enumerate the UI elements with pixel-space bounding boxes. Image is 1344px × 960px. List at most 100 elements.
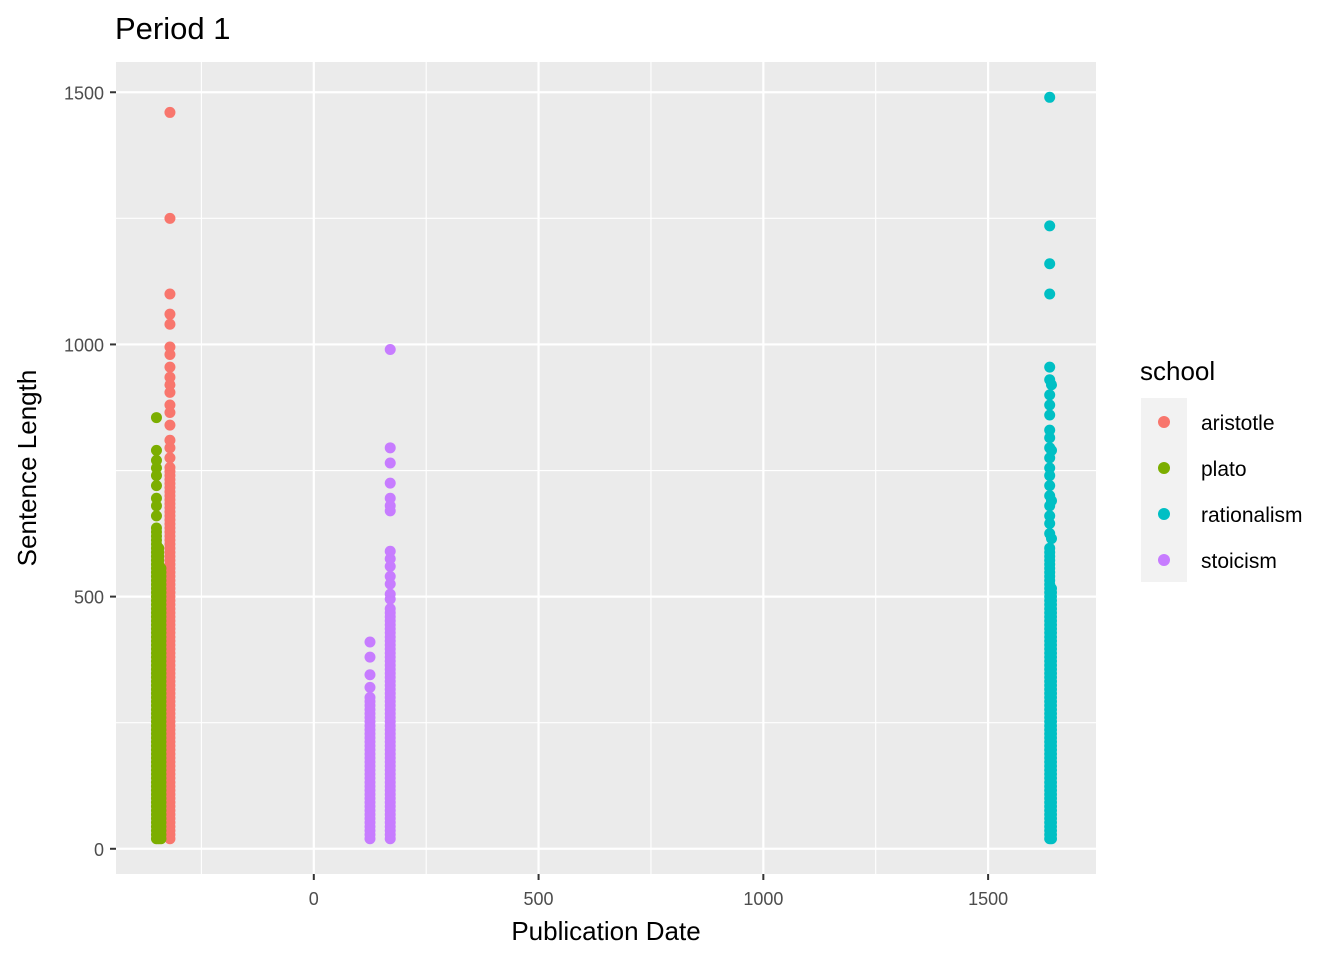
data-point-aristotle bbox=[164, 371, 176, 383]
data-point-stoicism bbox=[364, 681, 376, 693]
data-point-rationalism bbox=[1044, 288, 1056, 300]
data-point-rationalism bbox=[1045, 583, 1057, 595]
data-point-rationalism bbox=[1045, 379, 1057, 391]
data-point-aristotle bbox=[164, 361, 176, 373]
series-plato bbox=[150, 412, 167, 845]
data-point-plato bbox=[150, 470, 162, 482]
chart-title: Period 1 bbox=[115, 11, 230, 46]
legend-key-plato bbox=[1158, 462, 1170, 474]
series-stoicism bbox=[364, 343, 396, 845]
data-point-aristotle bbox=[164, 212, 176, 224]
data-point-rationalism bbox=[1044, 409, 1056, 421]
data-point-stoicism bbox=[384, 570, 396, 582]
legend-label-aristotle: aristotle bbox=[1201, 412, 1275, 435]
data-point-stoicism bbox=[384, 505, 396, 517]
data-point-rationalism bbox=[1044, 480, 1056, 492]
legend-key-aristotle bbox=[1158, 416, 1170, 428]
data-point-rationalism bbox=[1044, 389, 1056, 401]
x-tick-label: 1500 bbox=[968, 889, 1008, 909]
minor-gridlines bbox=[116, 62, 1096, 874]
legend: school aristotle plato rationalism stoicism bbox=[1140, 356, 1303, 582]
legend-title: school bbox=[1140, 356, 1215, 386]
x-tick-label: 500 bbox=[524, 889, 554, 909]
data-point-stoicism bbox=[384, 477, 396, 489]
data-point-rationalism bbox=[1044, 220, 1056, 232]
data-point-stoicism bbox=[384, 545, 396, 557]
data-point-aristotle bbox=[164, 442, 176, 454]
data-point-aristotle bbox=[164, 308, 176, 320]
data-point-plato bbox=[150, 444, 162, 456]
data-point-plato bbox=[150, 462, 162, 474]
y-tick-label: 1000 bbox=[64, 335, 104, 355]
data-point-rationalism bbox=[1044, 91, 1056, 103]
data-point-plato bbox=[150, 510, 162, 522]
plot-panel bbox=[116, 62, 1096, 874]
x-axis: 0 500 1000 1500 bbox=[309, 874, 1008, 909]
data-point-rationalism bbox=[1044, 452, 1056, 464]
data-point-plato bbox=[153, 542, 165, 554]
data-point-aristotle bbox=[164, 106, 176, 118]
legend-key-stoicism bbox=[1158, 554, 1170, 566]
data-point-aristotle bbox=[164, 379, 176, 391]
data-point-aristotle bbox=[164, 434, 176, 446]
data-point-rationalism bbox=[1044, 500, 1056, 512]
legend-label-plato: plato bbox=[1201, 458, 1247, 481]
data-point-rationalism bbox=[1044, 258, 1056, 270]
legend-key-background bbox=[1141, 398, 1187, 582]
data-point-stoicism bbox=[384, 343, 396, 355]
data-point-stoicism bbox=[364, 636, 376, 648]
data-point-stoicism bbox=[364, 669, 376, 681]
data-point-stoicism bbox=[384, 492, 396, 504]
data-point-rationalism bbox=[1044, 470, 1056, 482]
y-tick-label: 0 bbox=[94, 840, 104, 860]
data-point-aristotle bbox=[164, 341, 176, 353]
y-tick-label: 1500 bbox=[64, 83, 104, 103]
legend-key-rationalism bbox=[1158, 508, 1170, 520]
data-point-aristotle bbox=[164, 399, 176, 411]
data-point-stoicism bbox=[384, 457, 396, 469]
data-point-rationalism bbox=[1044, 510, 1056, 522]
data-point-rationalism bbox=[1044, 462, 1056, 474]
x-axis-title: Publication Date bbox=[511, 916, 700, 946]
data-point-plato bbox=[150, 492, 162, 504]
data-point-plato bbox=[150, 522, 162, 534]
data-point-aristotle bbox=[164, 461, 176, 473]
data-point-plato bbox=[150, 500, 162, 512]
data-point-aristotle bbox=[164, 288, 176, 300]
major-gridlines bbox=[116, 62, 1096, 874]
x-tick-label: 0 bbox=[309, 889, 319, 909]
data-point-stoicism bbox=[384, 593, 396, 605]
data-point-stoicism bbox=[364, 651, 376, 663]
data-point-rationalism bbox=[1045, 533, 1057, 545]
data-point-aristotle bbox=[164, 349, 176, 361]
legend-label-stoicism: stoicism bbox=[1201, 550, 1277, 573]
series-rationalism bbox=[1044, 91, 1057, 845]
series-aristotle bbox=[164, 106, 176, 845]
data-point-plato bbox=[150, 412, 162, 424]
data-point-plato bbox=[150, 454, 162, 466]
data-point-stoicism bbox=[384, 560, 396, 572]
data-point-rationalism bbox=[1044, 517, 1056, 529]
data-point-rationalism bbox=[1044, 424, 1056, 436]
data-point-rationalism bbox=[1044, 399, 1056, 411]
legend-label-rationalism: rationalism bbox=[1201, 504, 1303, 527]
data-point-rationalism bbox=[1044, 361, 1056, 373]
y-tick-label: 500 bbox=[74, 588, 104, 608]
data-point-aristotle bbox=[164, 386, 176, 398]
data-point-aristotle bbox=[164, 452, 176, 464]
data-point-plato bbox=[155, 562, 167, 574]
data-point-stoicism bbox=[384, 578, 396, 590]
data-point-rationalism bbox=[1044, 542, 1056, 554]
y-axis: 0 500 1000 1500 bbox=[64, 83, 116, 860]
data-point-stoicism bbox=[384, 442, 396, 454]
data-point-aristotle bbox=[164, 318, 176, 330]
data-point-stoicism bbox=[384, 553, 396, 565]
data-point-rationalism bbox=[1044, 432, 1056, 444]
data-points bbox=[150, 91, 1057, 845]
data-point-stoicism bbox=[384, 603, 396, 615]
y-axis-title: Sentence Length bbox=[12, 370, 42, 567]
data-point-aristotle bbox=[164, 407, 176, 419]
x-tick-label: 1000 bbox=[743, 889, 783, 909]
data-point-aristotle bbox=[164, 419, 176, 431]
